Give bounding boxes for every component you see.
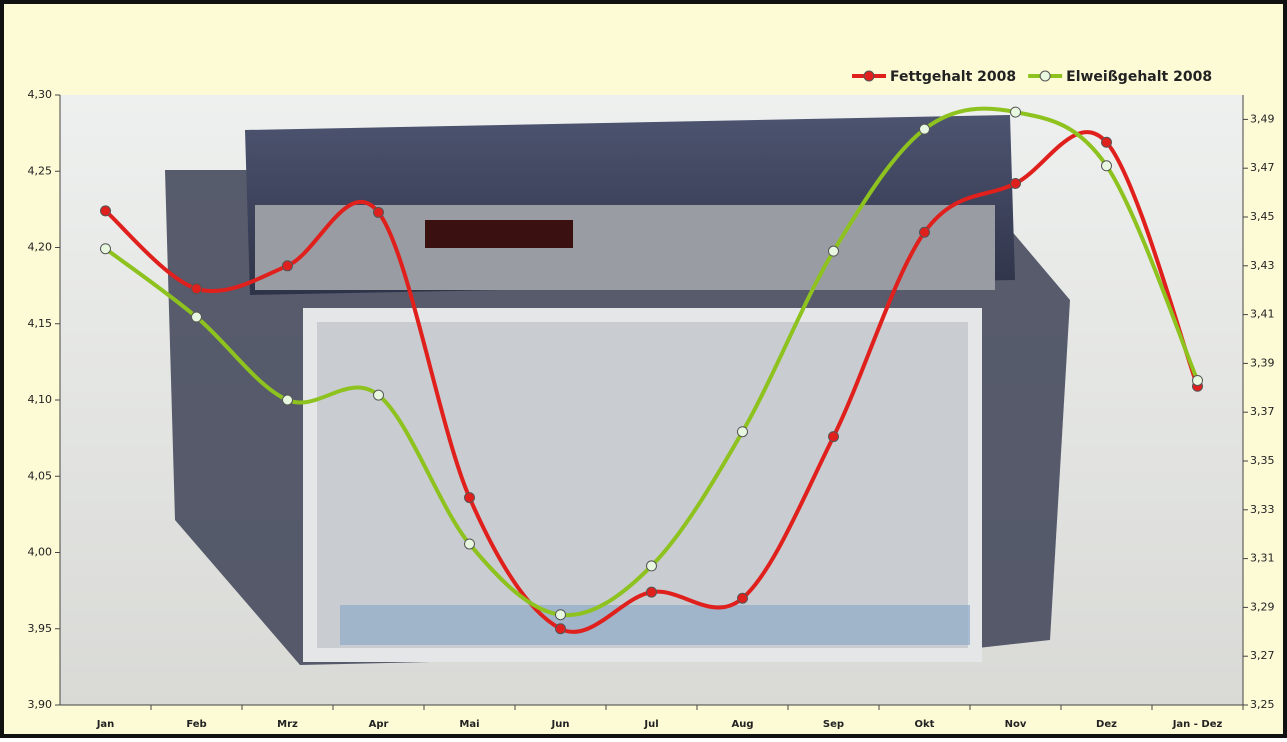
point <box>374 207 384 217</box>
y2-tick-label: 3,41 <box>1250 308 1275 321</box>
y-tick-label: 4,05 <box>28 469 53 482</box>
point <box>738 427 748 437</box>
point <box>283 261 293 271</box>
point <box>101 244 111 254</box>
x-tick-label: Jan - Dez <box>1172 719 1223 730</box>
point <box>374 390 384 400</box>
point <box>101 206 111 216</box>
y-tick-label: 4,00 <box>28 546 53 559</box>
point <box>1011 178 1021 188</box>
x-tick-label: Mai <box>459 719 479 730</box>
point <box>465 539 475 549</box>
y2-tick-label: 3,33 <box>1250 503 1275 516</box>
y-tick-label: 4,10 <box>28 393 53 406</box>
x-tick-label: Apr <box>369 719 389 730</box>
y-tick-label: 4,15 <box>28 317 53 330</box>
point <box>556 610 566 620</box>
y2-tick-label: 3,43 <box>1250 259 1275 272</box>
y2-tick-label: 3,45 <box>1250 210 1275 223</box>
y2-tick-label: 3,39 <box>1250 356 1275 369</box>
y2-tick-label: 3,47 <box>1250 161 1275 174</box>
y-tick-label: 4,30 <box>28 88 53 101</box>
y2-tick-label: 3,37 <box>1250 405 1275 418</box>
x-tick-label: Sep <box>823 719 844 730</box>
y2-tick-label: 3,49 <box>1250 112 1275 125</box>
y-tick-label: 4,20 <box>28 241 53 254</box>
x-tick-label: Feb <box>186 719 206 730</box>
point <box>920 227 930 237</box>
y-tick-label: 4,25 <box>28 164 53 177</box>
x-tick-label: Okt <box>915 719 935 730</box>
legend-label: Fettgehalt 2008 <box>890 69 1016 85</box>
point <box>647 561 657 571</box>
plot-background <box>60 95 1243 705</box>
point <box>283 395 293 405</box>
x-tick-label: Jan <box>96 719 115 730</box>
point <box>738 593 748 603</box>
x-tick-label: Dez <box>1096 719 1117 730</box>
point <box>829 246 839 256</box>
point <box>192 284 202 294</box>
x-tick-label: Jul <box>643 719 658 730</box>
y2-tick-label: 3,27 <box>1250 649 1275 662</box>
y-tick-label: 3,90 <box>28 698 53 711</box>
point <box>1011 107 1021 117</box>
y-tick-label: 3,95 <box>28 622 53 635</box>
y2-tick-label: 3,29 <box>1250 600 1275 613</box>
x-tick-label: Aug <box>731 719 753 730</box>
point <box>192 312 202 322</box>
chart: Fettgehalt 2008 Elweißgehalt 2008 3,90 3,9… <box>0 0 1287 738</box>
point <box>1102 137 1112 147</box>
point <box>1102 161 1112 171</box>
y2-tick-label: 3,35 <box>1250 454 1275 467</box>
legend-marker <box>1040 71 1050 81</box>
legend-marker <box>864 71 874 81</box>
point <box>1193 375 1203 385</box>
point <box>556 624 566 634</box>
point <box>920 124 930 134</box>
y2-tick-label: 3,25 <box>1250 698 1275 711</box>
x-tick-label: Nov <box>1005 719 1027 730</box>
point <box>829 432 839 442</box>
y2-tick-label: 3,31 <box>1250 552 1275 565</box>
point <box>465 493 475 503</box>
legend-label: Elweißgehalt 2008 <box>1066 69 1212 85</box>
x-tick-label: Mrz <box>277 719 298 730</box>
x-tick-label: Jun <box>551 719 570 730</box>
point <box>647 587 657 597</box>
